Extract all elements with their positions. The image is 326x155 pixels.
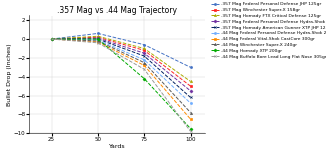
Legend: .357 Mag Federal Personal Defense JHP 125gr, .357 Mag Winchester Super-X 158gr, : .357 Mag Federal Personal Defense JHP 12… xyxy=(211,2,326,59)
Y-axis label: Bullet Drop (Inches): Bullet Drop (Inches) xyxy=(7,43,12,106)
X-axis label: Yards: Yards xyxy=(109,144,126,149)
Title: .357 Mag vs .44 Mag Trajectory: .357 Mag vs .44 Mag Trajectory xyxy=(57,6,177,15)
